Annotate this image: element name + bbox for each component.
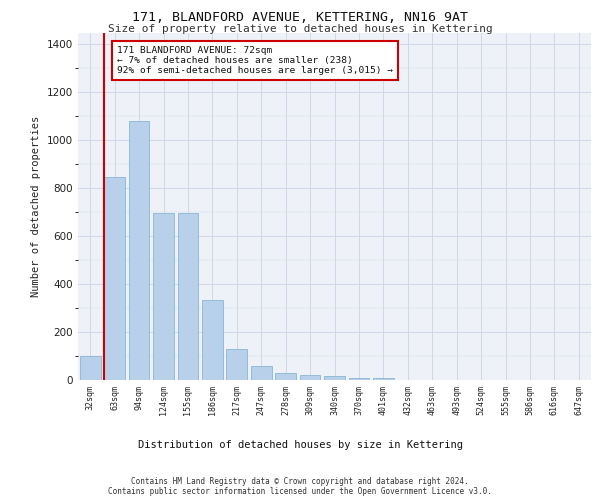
Y-axis label: Number of detached properties: Number of detached properties: [31, 116, 41, 297]
Bar: [324, 376, 345, 380]
Bar: [251, 366, 272, 380]
Bar: [202, 300, 223, 380]
Bar: [80, 356, 101, 380]
Bar: [299, 375, 320, 380]
Bar: [373, 378, 394, 380]
Bar: [349, 378, 370, 380]
Text: Contains HM Land Registry data © Crown copyright and database right 2024.
Contai: Contains HM Land Registry data © Crown c…: [108, 476, 492, 496]
Bar: [226, 349, 247, 380]
Bar: [153, 214, 174, 380]
Bar: [104, 178, 125, 380]
Text: Distribution of detached houses by size in Kettering: Distribution of detached houses by size …: [137, 440, 463, 450]
Bar: [178, 214, 199, 380]
Text: 171 BLANDFORD AVENUE: 72sqm
← 7% of detached houses are smaller (238)
92% of sem: 171 BLANDFORD AVENUE: 72sqm ← 7% of deta…: [117, 46, 393, 76]
Text: 171, BLANDFORD AVENUE, KETTERING, NN16 9AT: 171, BLANDFORD AVENUE, KETTERING, NN16 9…: [132, 11, 468, 24]
Text: Size of property relative to detached houses in Kettering: Size of property relative to detached ho…: [107, 24, 493, 34]
Bar: [128, 121, 149, 380]
Bar: [275, 373, 296, 380]
